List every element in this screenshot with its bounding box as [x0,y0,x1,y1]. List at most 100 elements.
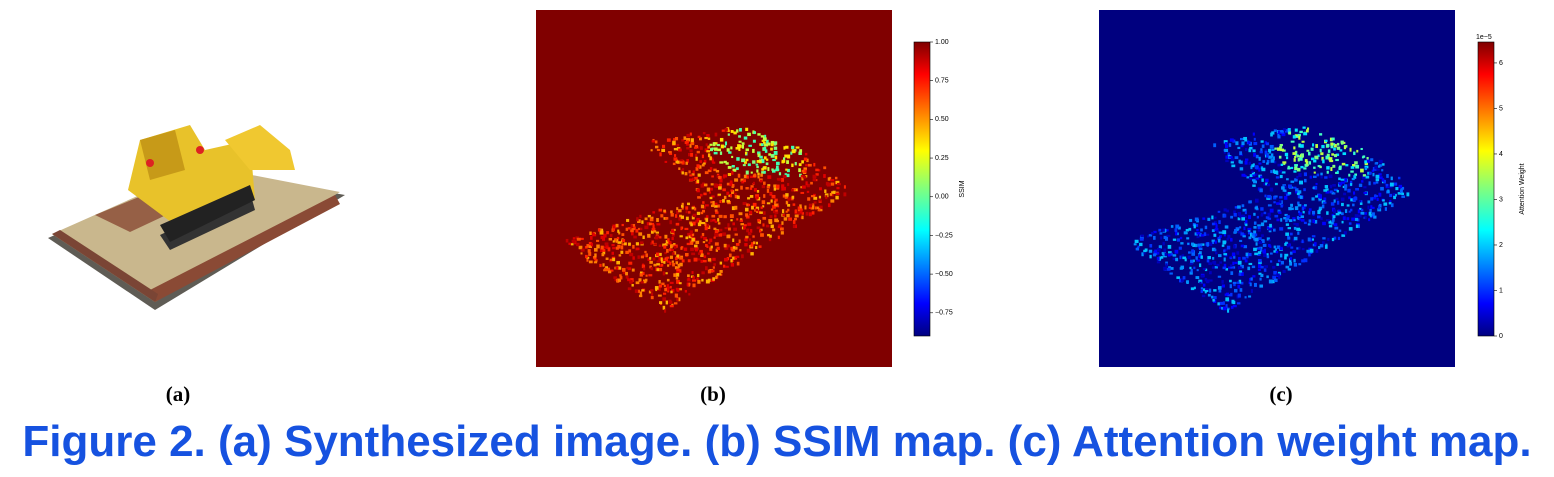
texel [1278,263,1282,266]
texel [761,185,766,189]
texel [669,261,672,266]
texel [1236,251,1240,255]
texel [605,266,609,269]
texel [680,246,683,250]
texel [656,263,660,266]
texel [1273,278,1278,283]
texel [1264,149,1268,152]
texel [689,178,693,182]
texel [1333,236,1337,240]
texel [676,279,680,284]
texel [1204,277,1208,282]
texel [1226,209,1229,213]
texel [1180,242,1184,245]
texel [756,210,760,213]
texel [1286,193,1290,196]
texel [756,160,761,163]
texel [1214,240,1217,244]
texel [675,287,678,291]
texel [1259,248,1263,252]
texel [681,259,685,263]
texel [700,235,703,239]
texel [1330,145,1334,149]
texel [625,275,629,279]
texel [808,212,812,217]
texel [1286,243,1290,248]
texel [1295,223,1299,227]
texel [736,157,740,161]
texel [759,143,763,146]
texel [711,175,714,178]
texel [659,236,662,239]
texel [641,220,644,224]
texel [1234,156,1239,160]
texel [638,278,642,282]
texel [635,229,639,233]
texel [615,278,620,283]
texel [1217,302,1221,306]
texel [1306,129,1309,133]
texel [1297,158,1300,162]
texel [1213,233,1217,237]
texel [659,152,662,157]
texel [612,257,616,262]
texel [1281,171,1286,174]
texel [676,266,679,270]
texel [696,277,699,281]
texel [719,161,724,164]
texel [770,199,773,203]
texel [1298,246,1301,250]
texel [1278,200,1282,204]
texel [1263,268,1267,272]
texel [1360,208,1364,212]
texel [745,213,749,217]
texel [1208,242,1213,246]
texel [590,242,593,247]
texel [1143,252,1146,255]
texel [613,276,617,279]
texel [1244,296,1247,299]
texel [1299,195,1303,199]
texel [1154,249,1158,253]
texel [749,187,753,190]
texel [1354,217,1359,221]
texel [732,184,735,188]
texel [734,194,739,199]
texel [755,163,759,166]
texel [1280,253,1283,258]
texel [1185,228,1189,232]
texel [737,144,741,148]
texel [622,238,626,243]
texel [1232,139,1236,143]
texel [1374,162,1378,165]
texel [641,289,645,292]
texel [1257,237,1262,240]
texel [1174,231,1178,236]
texel [1294,164,1298,167]
texel [805,181,808,186]
texel [1161,251,1164,255]
texel [670,290,673,294]
texel [620,245,624,250]
texel [763,146,767,151]
texel [609,258,614,261]
texel [718,233,723,237]
texel [745,187,749,190]
texel [823,166,827,170]
texel [741,180,745,184]
texel [1321,241,1325,244]
texel [717,204,720,208]
texel [676,210,679,215]
texel [719,183,722,188]
texel [755,196,759,200]
texel [1216,263,1220,267]
texel [1226,238,1229,241]
texel [1336,189,1339,193]
texel [1297,133,1301,137]
texel [1255,154,1259,159]
texel [819,199,822,202]
texel [1264,265,1268,268]
texel [1258,264,1261,268]
texel [1308,161,1312,165]
texel [1260,175,1263,179]
